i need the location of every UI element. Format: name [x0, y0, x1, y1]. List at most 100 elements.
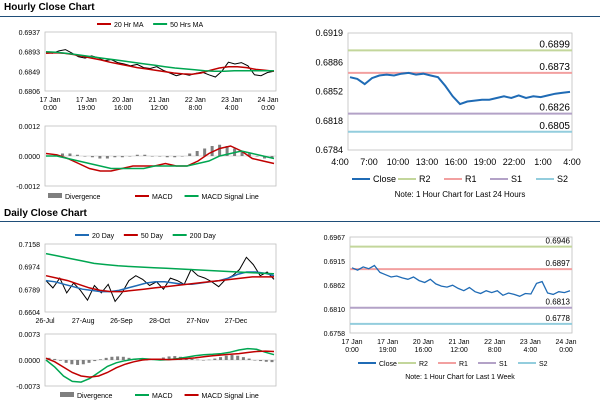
daily-price-xtick: 26-Sep	[110, 318, 133, 325]
hourly-pivot-xtick: 7:00	[360, 157, 378, 167]
hourly-macd-ytick: -0.0012	[16, 184, 40, 191]
daily-macd-divergence-bar	[207, 359, 211, 361]
hourly-macd-divergence-bar	[248, 153, 252, 156]
hourly-price-xtick-time: 12:00	[150, 105, 168, 112]
hourly-macd-legend-label: MACD	[152, 194, 173, 201]
hourly-macd-divergence-bar	[105, 156, 109, 159]
daily-macd-divergence-bar	[64, 360, 68, 363]
hourly-macd-divergence-bar	[210, 146, 214, 156]
daily-macd-divergence-bar	[76, 360, 80, 365]
hourly-pivot-level-label: 0.6805	[539, 121, 570, 132]
daily-price-ytick: 0.6974	[19, 265, 41, 272]
hourly-macd-signal-line	[46, 150, 275, 170]
daily-pivot-xtick: 20 Jan	[413, 339, 434, 346]
daily-macd-divergence-bar	[247, 358, 251, 360]
daily-price-xtick: 27-Aug	[72, 318, 95, 325]
hourly-macd-divergence-bar	[270, 156, 274, 159]
hourly-pivot-xtick: 10:00	[387, 157, 410, 167]
daily-macd-legend-label: Divergence	[77, 393, 113, 400]
hourly-price-xtick: 20 Jan	[112, 97, 133, 104]
daily-pivot-xtick-time: 0:00	[345, 347, 359, 354]
daily-pivot-legend-label: S2	[539, 361, 548, 368]
hourly-pivot-xtick: 13:00	[416, 157, 439, 167]
daily-price-legend-label: 200 Day	[190, 233, 217, 240]
hourly-pivot-legend-label: R2	[419, 174, 431, 184]
daily-macd-divergence-bar	[190, 358, 194, 360]
daily-macd-legend-label: MACD	[152, 393, 173, 400]
hourly-price-ytick: 0.6849	[19, 69, 41, 76]
hourly-macd-divergence-bar	[60, 153, 64, 156]
daily-price-ytick: 0.6789	[19, 287, 41, 294]
hourly-macd-divergence-bar	[165, 156, 169, 158]
daily-macd-divergence-bar	[81, 360, 85, 365]
daily-pivot-ytick: 0.6758	[324, 331, 346, 338]
hourly-macd-divergence-bar	[188, 153, 192, 156]
daily-price-legend-label: 20 Day	[92, 233, 115, 240]
hourly-macd-divergence-bar	[98, 156, 102, 159]
hourly-pivot-level-label: 0.6899	[539, 39, 570, 50]
hourly-price-chart: 0.6937 0.6893 0.6849 0.6806 20 Hr MA 50 Hrs M…	[19, 22, 279, 112]
daily-pivot-xtick: 17 Jan	[377, 339, 398, 346]
daily-pivot-xtick-time: 16:00	[415, 347, 433, 354]
hourly-macd-legend-label: Divergence	[65, 194, 101, 201]
daily-macd-ytick: 0.0000	[19, 358, 41, 365]
hourly-price-legend-label: 50 Hrs MA	[170, 22, 203, 29]
hourly-pivot-xtick: 22:00	[503, 157, 526, 167]
daily-macd-divergence-bar	[230, 355, 234, 360]
daily-pivot-close-line	[351, 264, 571, 298]
hourly-macd-divergence-bar	[203, 148, 207, 156]
hourly-price-xtick: 17 Jan	[39, 97, 60, 104]
hourly-macd-divergence-bar	[83, 156, 87, 157]
daily-macd-divergence-bar	[127, 357, 131, 360]
hourly-pivot-xtick: 1:00	[534, 157, 552, 167]
daily-macd-divergence-bar	[224, 355, 228, 360]
daily-macd-divergence-bar	[70, 360, 74, 365]
daily-pivot-level-label: 0.6946	[546, 237, 571, 246]
hourly-macd-divergence-bar	[150, 156, 154, 157]
hourly-macd-divergence-bar	[173, 156, 177, 158]
hourly-price-xtick-time: 0:00	[261, 105, 275, 112]
daily-pivot-ytick: 0.6967	[324, 235, 346, 242]
daily-price-ytick: 0.6604	[19, 310, 41, 317]
hourly-macd-ytick: 0.0000	[19, 154, 41, 161]
hourly-price-xtick: 22 Jan	[185, 97, 206, 104]
hourly-pivot-xtick: 16:00	[445, 157, 468, 167]
daily-macd-ytick: -0.0073	[16, 384, 40, 391]
hourly-macd-chart: 0.0012 0.0000 -0.0012 Divergence MACD MACD Si…	[16, 124, 277, 201]
hourly-section-divider	[0, 16, 600, 17]
daily-pivot-level-label: 0.6778	[546, 314, 571, 323]
daily-price-chart: 0.7158 0.6974 0.6789 0.6604 20 Day 50 Day 200 …	[19, 233, 277, 325]
daily-pivot-xtick: 17 Jan	[341, 339, 362, 346]
hourly-macd-divergence-bar	[225, 146, 229, 156]
hourly-macd-legend-swatch	[48, 193, 62, 198]
hourly-section-title: Hourly Close Chart	[4, 2, 95, 13]
daily-pivot-legend-label: Close	[379, 361, 397, 368]
daily-macd-divergence-bar	[264, 360, 268, 362]
daily-macd-divergence-bar	[253, 360, 257, 361]
daily-macd-divergence-bar	[93, 360, 97, 362]
hourly-price-xtick: 17 Jan	[76, 97, 97, 104]
daily-pivot-xtick: 24 Jan	[555, 339, 576, 346]
daily-macd-signal-line	[45, 350, 275, 378]
daily-price-plot-area	[44, 243, 277, 313]
hourly-pivot-legend-label: Close	[373, 174, 396, 184]
hourly-price-ytick: 0.6893	[19, 50, 41, 57]
daily-pivot-xtick: 21 Jan	[448, 339, 469, 346]
hourly-macd-divergence-bar	[195, 151, 199, 156]
hourly-macd-divergence-bar	[135, 154, 139, 156]
daily-price-ytick: 0.7158	[19, 242, 41, 249]
daily-macd-divergence-bar	[87, 360, 91, 363]
daily-pivot-xtick-time: 8:00	[488, 347, 502, 354]
hourly-macd-divergence-bar	[68, 153, 72, 156]
daily-price-legend-label: 50 Day	[141, 233, 164, 240]
hourly-price-line-20-hr-ma	[45, 51, 275, 76]
daily-macd-divergence-bar	[173, 356, 177, 360]
daily-pivot-legend-label: S1	[499, 361, 508, 368]
hourly-price-xtick-time: 0:00	[43, 105, 57, 112]
daily-pivot-xtick-time: 4:00	[524, 347, 538, 354]
daily-price-xtick: 27-Nov	[187, 318, 210, 325]
daily-macd-divergence-bar	[58, 360, 62, 361]
hourly-price-xtick-time: 19:00	[78, 105, 96, 112]
hourly-pivot-legend-label: S2	[557, 174, 568, 184]
hourly-macd-divergence-bar	[240, 151, 244, 156]
